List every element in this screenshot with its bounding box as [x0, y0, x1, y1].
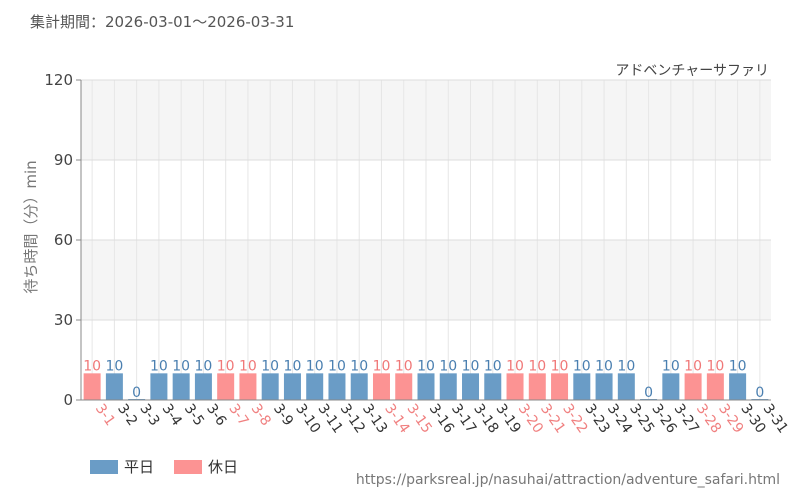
- value-label: 10: [729, 358, 747, 374]
- y-tick-label: 90: [54, 151, 73, 169]
- legend-label: 休日: [208, 458, 239, 476]
- value-label: 10: [528, 358, 546, 374]
- bar-3-24: [595, 373, 613, 400]
- value-label: 10: [217, 358, 235, 374]
- bar-3-21: [528, 373, 546, 400]
- value-label: 10: [439, 358, 457, 374]
- legend-swatch: [90, 459, 118, 474]
- value-label: 10: [706, 358, 724, 374]
- x-tick-label: 3-7: [225, 401, 251, 429]
- bar-3-10: [283, 373, 301, 400]
- bar-3-4: [150, 373, 168, 400]
- bar-3-27: [662, 373, 680, 400]
- bar-3-13: [350, 373, 368, 400]
- value-label: 10: [195, 358, 213, 374]
- x-tick-label: 3-2: [114, 401, 140, 429]
- bar-3-6: [194, 373, 212, 400]
- value-label: 10: [506, 358, 524, 374]
- bar-3-8: [239, 373, 257, 400]
- legend-label: 平日: [124, 458, 155, 476]
- value-label: 10: [617, 358, 635, 374]
- bar-3-18: [462, 373, 480, 400]
- y-axis-label: 待ち時間（分）min: [22, 160, 40, 293]
- value-label: 10: [684, 358, 702, 374]
- bar-3-12: [328, 373, 346, 400]
- value-label: 10: [172, 358, 190, 374]
- horizontal-gridlines: [81, 79, 771, 321]
- chart-title: アドベンチャーサファリ: [615, 63, 769, 79]
- value-label: 10: [150, 358, 168, 374]
- bar-3-14: [372, 373, 390, 400]
- y-tick-label: 60: [54, 231, 73, 249]
- bar-3-30: [729, 373, 747, 400]
- value-label: 10: [306, 358, 324, 374]
- y-tick-label: 30: [54, 311, 73, 329]
- y-tick-label: 120: [44, 71, 73, 89]
- x-tick-label: 3-4: [159, 401, 185, 429]
- bar-3-16: [417, 373, 435, 400]
- bar-3-7: [217, 373, 235, 400]
- axes: [76, 79, 771, 401]
- value-label: 10: [484, 358, 502, 374]
- legend-item-holiday[interactable]: 休日: [174, 456, 238, 477]
- x-tick-label: 3-3: [136, 401, 162, 429]
- value-label: 10: [395, 358, 413, 374]
- x-tick-label: 3-31: [760, 401, 791, 436]
- source-url[interactable]: https://parksreal.jp/nasuhai/attraction/…: [355, 472, 780, 488]
- legend-swatch: [174, 459, 203, 474]
- value-label: 0: [644, 385, 653, 401]
- bar-3-5: [172, 373, 190, 400]
- bar-3-15: [395, 373, 413, 400]
- x-tick-label: 3-1: [92, 401, 118, 429]
- bar-series: [83, 373, 769, 400]
- bar-3-20: [506, 373, 524, 400]
- bar-3-1: [83, 373, 101, 400]
- x-tick-label: 3-6: [203, 401, 229, 429]
- bar-3-29: [706, 373, 724, 400]
- bar-3-28: [684, 373, 702, 400]
- bar-3-17: [439, 373, 457, 400]
- value-label: 0: [755, 385, 764, 401]
- value-label: 10: [328, 358, 346, 374]
- legend: 平日 休日: [90, 456, 258, 477]
- value-label: 10: [573, 358, 591, 374]
- value-label: 10: [261, 358, 279, 374]
- bar-3-19: [484, 373, 502, 400]
- period-range: 2026-03-01～2026-03-31: [105, 13, 295, 31]
- value-label: 0: [132, 385, 141, 401]
- bar-3-9: [261, 373, 279, 400]
- value-label: 10: [239, 358, 257, 374]
- y-tick-labels: 0 30 60 90 120: [44, 71, 73, 409]
- value-label: 10: [551, 358, 569, 374]
- x-tick-label: 3-5: [181, 401, 207, 429]
- value-label: 10: [83, 358, 101, 374]
- x-tick-label: 3-9: [270, 401, 296, 429]
- value-label: 10: [350, 358, 368, 374]
- value-label: 10: [284, 358, 302, 374]
- value-label: 10: [373, 358, 391, 374]
- y-tick-label: 0: [63, 391, 73, 409]
- legend-item-weekday[interactable]: 平日: [90, 456, 154, 477]
- bar-3-25: [617, 373, 635, 400]
- bar-3-11: [306, 373, 324, 400]
- bar-3-22: [551, 373, 569, 400]
- bar-3-23: [573, 373, 591, 400]
- value-label: 10: [105, 358, 123, 374]
- value-label: 10: [462, 358, 480, 374]
- value-label: 10: [595, 358, 613, 374]
- bar-3-2: [105, 373, 123, 400]
- x-tick-labels: 3-13-23-33-43-53-63-73-83-93-103-113-123…: [92, 401, 791, 436]
- period-label: 集計期間：: [30, 13, 106, 31]
- value-label: 10: [417, 358, 435, 374]
- x-tick-label: 3-8: [248, 401, 274, 429]
- period-header: 集計期間：2026-03-01～2026-03-31: [30, 11, 294, 32]
- value-label: 10: [662, 358, 680, 374]
